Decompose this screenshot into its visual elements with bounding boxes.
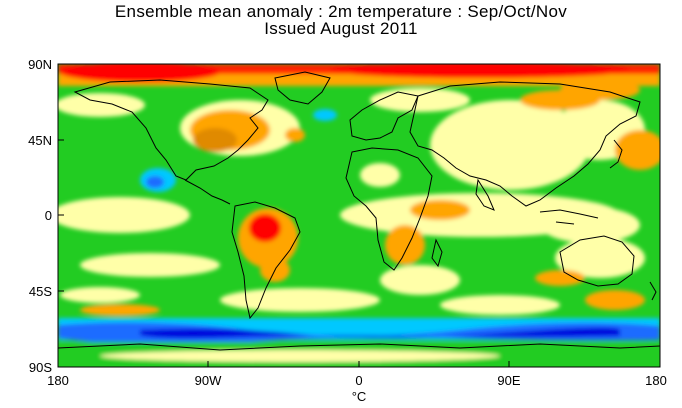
- coastlines: [58, 71, 660, 351]
- map-title-line-2: Issued August 2011: [264, 19, 418, 38]
- lat-label-45s: 45S: [29, 284, 52, 299]
- lon-label-0: 0: [355, 373, 362, 388]
- lon-label-180w: 180: [47, 373, 69, 388]
- anomaly-field: [58, 64, 660, 367]
- lat-label-0: 0: [45, 208, 52, 223]
- tick-marks: [57, 63, 661, 368]
- lat-label-90s: 90S: [29, 360, 52, 375]
- lon-label-180e: 180: [645, 373, 667, 388]
- lat-label-90n: 90N: [28, 57, 52, 72]
- map-title-line-1: Ensemble mean anomaly : 2m temperature :…: [114, 2, 568, 21]
- lat-label-45n: 45N: [28, 133, 52, 148]
- unit-label: °C: [352, 389, 367, 404]
- lon-label-90w: 90W: [195, 373, 222, 388]
- lon-label-90e: 90E: [497, 373, 520, 388]
